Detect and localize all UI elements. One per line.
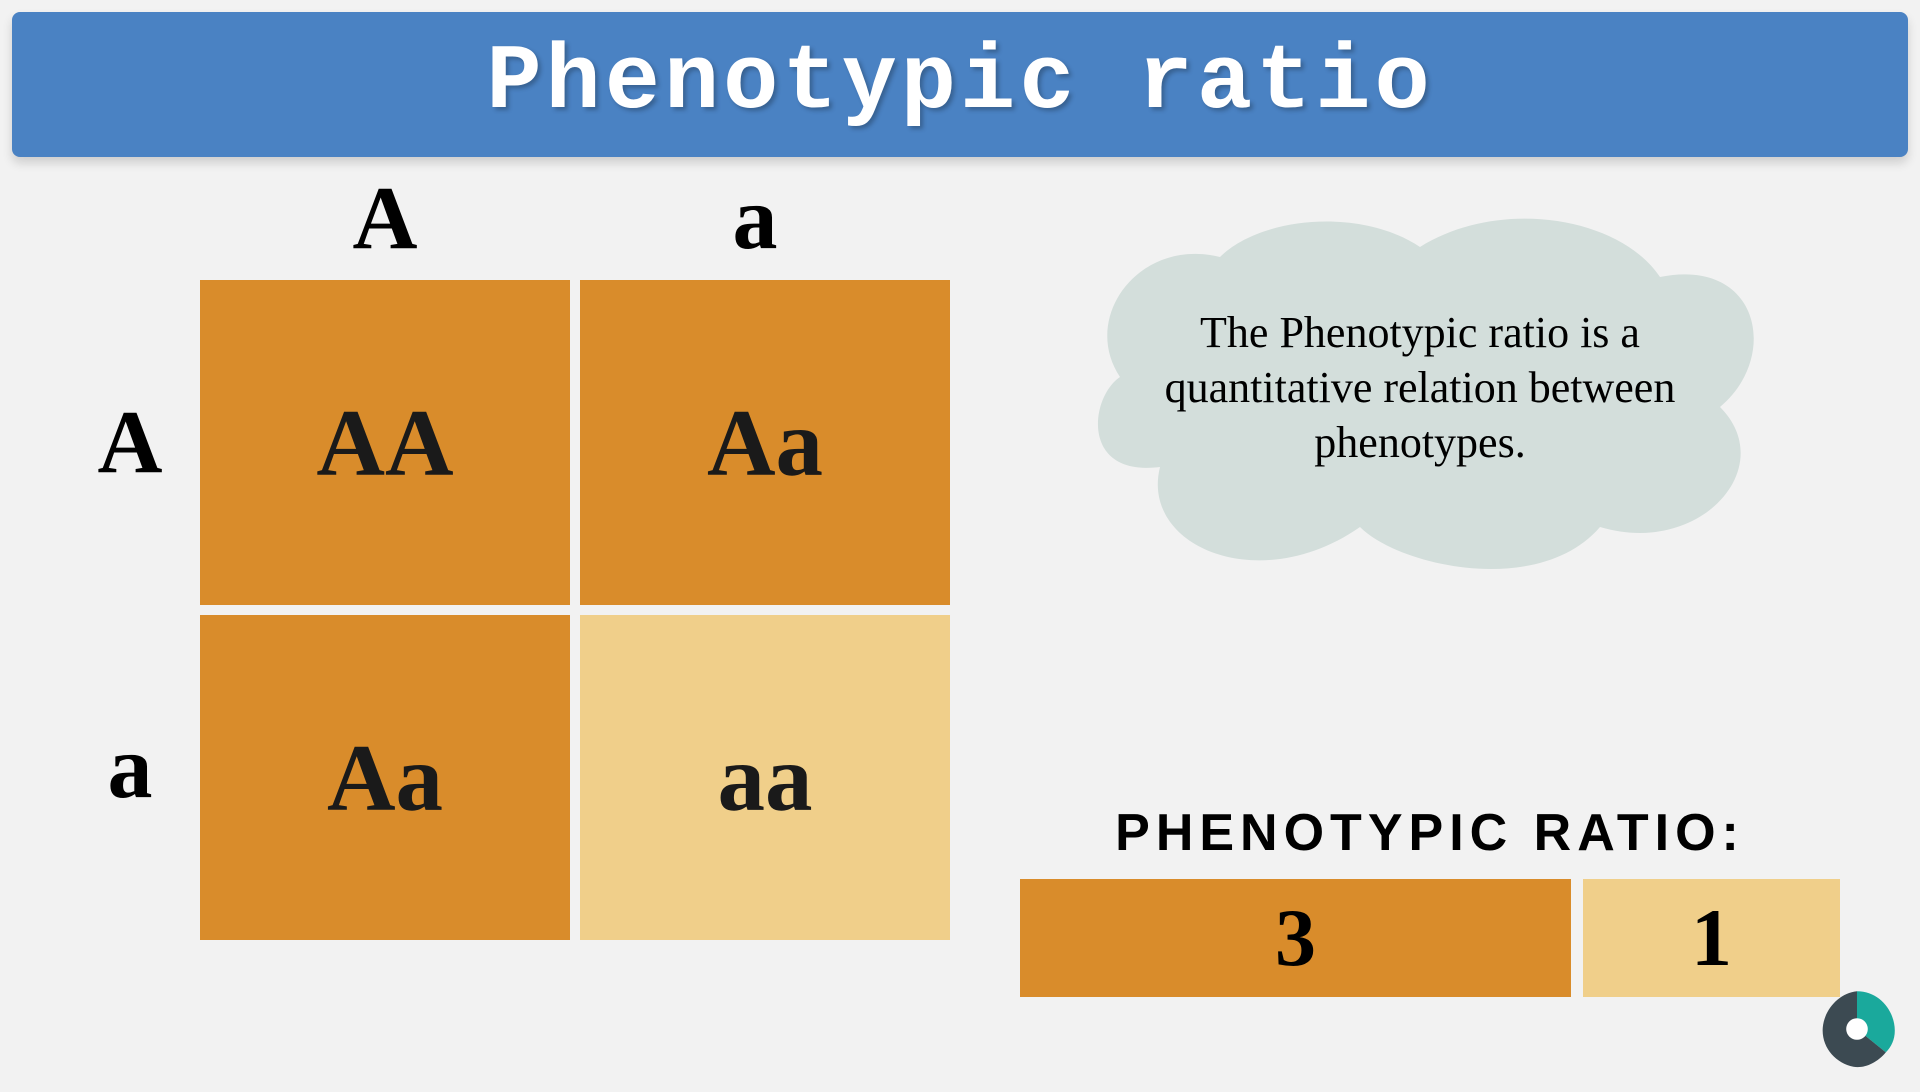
ratio-section: PHENOTYPIC RATIO: 3 1 <box>1020 803 1840 997</box>
col-header-1: a <box>570 167 940 270</box>
main-content: A a A a AA Aa Aa aa The Phenotypic ratio… <box>0 157 1920 1037</box>
row-header-0: A <box>60 280 200 605</box>
info-section: The Phenotypic ratio is a quantitative r… <box>980 167 1880 1037</box>
punnett-cell-3: aa <box>580 615 950 940</box>
column-headers: A a <box>200 167 980 270</box>
ratio-label: PHENOTYPIC RATIO: <box>1020 803 1840 863</box>
brand-logo-icon <box>1812 984 1902 1074</box>
definition-callout: The Phenotypic ratio is a quantitative r… <box>1060 197 1780 577</box>
ratio-bar-0: 3 <box>1020 879 1571 997</box>
title-banner: Phenotypic ratio <box>12 12 1908 157</box>
page-title: Phenotypic ratio <box>12 30 1908 135</box>
row-headers: A a <box>60 280 200 940</box>
row-header-1: a <box>60 605 200 930</box>
punnett-square-section: A a A a AA Aa Aa aa <box>60 167 980 1037</box>
ratio-bars: 3 1 <box>1020 879 1840 997</box>
punnett-cell-1: Aa <box>580 280 950 605</box>
punnett-grid: AA Aa Aa aa <box>200 280 950 940</box>
punnett-cell-2: Aa <box>200 615 570 940</box>
punnett-cell-0: AA <box>200 280 570 605</box>
definition-text: The Phenotypic ratio is a quantitative r… <box>1060 197 1780 577</box>
ratio-bar-1: 1 <box>1583 879 1840 997</box>
col-header-0: A <box>200 167 570 270</box>
